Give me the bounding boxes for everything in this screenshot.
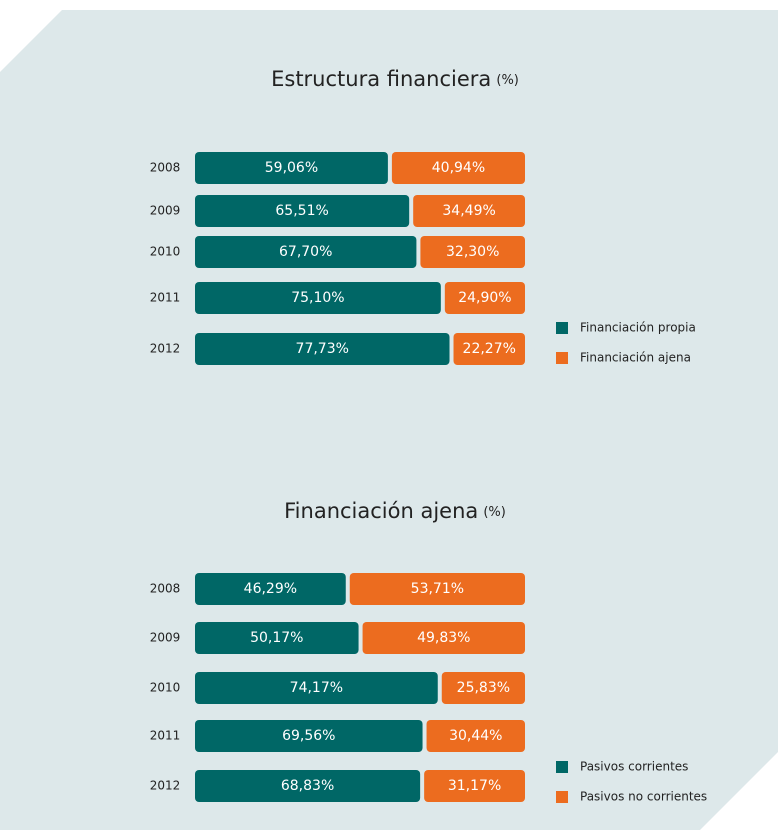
y-tick-label: 2011 [150, 291, 181, 305]
y-tick-label: 2012 [150, 342, 181, 356]
chart-title: Estructura financiera (%) [271, 67, 519, 91]
value-label: 49,83% [417, 630, 470, 646]
value-label: 32,30% [446, 244, 499, 260]
value-label: 30,44% [449, 728, 502, 744]
y-tick-label: 2012 [150, 779, 181, 793]
bar-segment [195, 770, 421, 802]
y-tick-label: 2009 [150, 204, 181, 218]
bar-segment [441, 672, 525, 704]
bar-segment [413, 195, 525, 227]
legend-label: Pasivos no corrientes [580, 790, 707, 804]
value-label: 69,56% [282, 728, 335, 744]
chart-title: Financiación ajena (%) [284, 499, 506, 523]
bar-segment [391, 152, 525, 184]
bar-segment [420, 236, 525, 268]
y-tick-label: 2009 [150, 631, 181, 645]
title: Financiación ajena [284, 499, 478, 523]
value-label: 31,17% [448, 778, 501, 794]
legend-swatch [556, 761, 568, 773]
value-label: 59,06% [265, 160, 318, 176]
bar-segment [195, 236, 417, 268]
value-label: 50,17% [250, 630, 303, 646]
y-tick-label: 2010 [150, 681, 181, 695]
bar-segment [195, 333, 450, 365]
title-unit: (%) [483, 505, 506, 520]
title-unit: (%) [496, 73, 519, 88]
value-label: 74,17% [290, 680, 343, 696]
bar-segment [453, 333, 525, 365]
value-label: 25,83% [457, 680, 510, 696]
bar-segment [195, 672, 438, 704]
bar-segment [195, 152, 388, 184]
y-tick-label: 2011 [150, 729, 181, 743]
legend-label: Financiación ajena [580, 351, 691, 365]
value-label: 65,51% [275, 203, 328, 219]
panel [0, 10, 778, 830]
value-label: 77,73% [296, 341, 349, 357]
legend-label: Financiación propia [580, 321, 696, 335]
value-label: 53,71% [411, 581, 464, 597]
value-label: 46,29% [244, 581, 297, 597]
legend-swatch [556, 791, 568, 803]
value-label: 68,83% [281, 778, 334, 794]
title: Estructura financiera [271, 67, 491, 91]
bar-segment [426, 720, 525, 752]
bar-segment [195, 622, 359, 654]
value-label: 40,94% [432, 160, 485, 176]
legend-label: Pasivos corrientes [580, 760, 688, 774]
value-label: 67,70% [279, 244, 332, 260]
bar-segment [362, 622, 525, 654]
bar-segment [444, 282, 525, 314]
bar-segment [195, 195, 410, 227]
value-label: 75,10% [291, 290, 344, 306]
bar-segment [349, 573, 525, 605]
legend-swatch [556, 352, 568, 364]
y-tick-label: 2010 [150, 245, 181, 259]
bar-segment [195, 720, 423, 752]
bar-segment [424, 770, 525, 802]
bar-segment [195, 282, 441, 314]
value-label: 24,90% [458, 290, 511, 306]
legend-swatch [556, 322, 568, 334]
y-tick-label: 2008 [150, 582, 181, 596]
value-label: 22,27% [463, 341, 516, 357]
bar-segment [195, 573, 346, 605]
value-label: 34,49% [442, 203, 495, 219]
y-tick-label: 2008 [150, 161, 181, 175]
